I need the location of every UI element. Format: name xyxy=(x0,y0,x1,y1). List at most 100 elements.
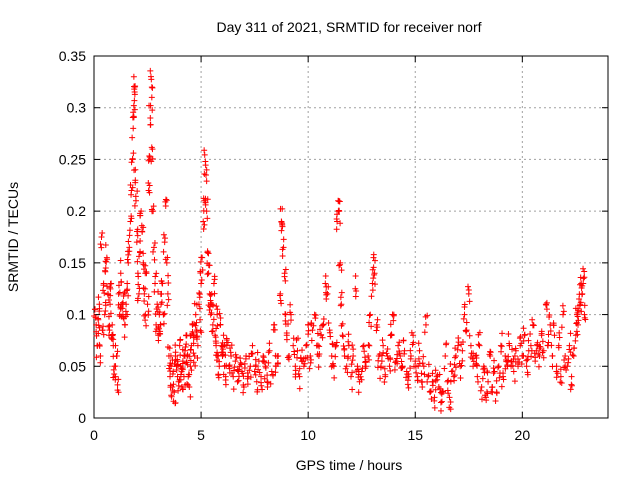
data-point xyxy=(304,354,311,361)
data-point xyxy=(359,343,366,350)
data-point xyxy=(111,371,118,378)
data-point xyxy=(211,273,218,280)
data-point xyxy=(530,322,537,329)
data-point xyxy=(420,353,427,360)
data-point xyxy=(124,256,131,263)
data-point xyxy=(392,358,399,365)
data-point xyxy=(140,284,147,291)
data-point xyxy=(564,363,571,370)
data-point xyxy=(558,324,565,331)
data-point xyxy=(171,389,178,396)
data-point xyxy=(398,358,405,365)
data-point xyxy=(283,329,290,336)
data-point xyxy=(338,289,345,296)
data-point xyxy=(416,360,423,367)
data-point xyxy=(331,374,338,381)
data-point xyxy=(173,367,180,374)
data-point xyxy=(137,210,144,217)
data-point xyxy=(162,235,169,242)
data-point xyxy=(458,362,465,369)
data-point xyxy=(305,327,312,334)
data-point xyxy=(161,310,168,317)
data-point xyxy=(177,371,184,378)
data-point xyxy=(539,338,546,345)
data-point xyxy=(381,378,388,385)
data-point xyxy=(353,287,360,294)
data-point xyxy=(100,331,107,338)
data-point xyxy=(350,346,357,353)
data-point xyxy=(308,356,315,363)
data-point xyxy=(577,299,584,306)
data-point xyxy=(247,363,254,370)
data-point xyxy=(558,380,565,387)
data-point xyxy=(548,342,555,349)
data-point xyxy=(444,387,451,394)
data-point xyxy=(148,84,155,91)
data-point xyxy=(164,290,171,297)
data-point xyxy=(259,386,266,393)
data-point xyxy=(329,362,336,369)
y-tick-label: 0.3 xyxy=(67,100,87,116)
data-point xyxy=(156,330,163,337)
data-point xyxy=(449,367,456,374)
data-point xyxy=(115,389,122,396)
data-point xyxy=(498,383,505,390)
data-point xyxy=(352,293,359,300)
data-point xyxy=(258,373,265,380)
data-point xyxy=(319,322,326,329)
data-point xyxy=(107,285,114,292)
data-point xyxy=(358,368,365,375)
data-point xyxy=(557,379,564,386)
data-point xyxy=(581,302,588,309)
data-point xyxy=(254,349,261,356)
data-point xyxy=(147,102,154,109)
data-point xyxy=(281,273,288,280)
data-point xyxy=(141,298,148,304)
data-point xyxy=(232,351,239,358)
data-point xyxy=(251,368,258,375)
data-point xyxy=(213,342,220,349)
data-point xyxy=(365,342,372,349)
data-point xyxy=(425,372,432,379)
data-point xyxy=(357,373,364,380)
data-point xyxy=(578,291,585,298)
data-point xyxy=(540,354,547,361)
data-point xyxy=(498,348,505,355)
data-point xyxy=(169,370,176,377)
data-point xyxy=(379,352,386,359)
data-point xyxy=(119,299,126,306)
data-point xyxy=(201,151,208,158)
data-point xyxy=(398,364,405,371)
data-points xyxy=(91,67,589,414)
data-point xyxy=(210,280,217,287)
data-point xyxy=(463,319,470,326)
data-point xyxy=(142,317,149,324)
data-point xyxy=(439,388,446,395)
data-point xyxy=(233,354,240,361)
data-point xyxy=(425,373,432,380)
data-point xyxy=(349,342,356,349)
data-point xyxy=(434,372,441,379)
y-tick-label: 0 xyxy=(78,410,86,426)
data-point xyxy=(148,144,155,151)
data-point xyxy=(550,320,557,327)
data-point xyxy=(572,337,579,344)
data-point xyxy=(278,300,285,307)
data-point xyxy=(174,373,181,380)
data-point xyxy=(575,317,582,324)
data-point xyxy=(387,332,394,339)
data-point xyxy=(196,305,203,312)
data-point xyxy=(100,282,107,289)
y-tick-label: 0.1 xyxy=(67,307,87,323)
data-point xyxy=(254,388,261,395)
data-point xyxy=(485,378,492,385)
data-point xyxy=(520,325,527,332)
data-point xyxy=(123,287,130,294)
data-point xyxy=(218,342,225,349)
data-point xyxy=(382,371,389,378)
data-point xyxy=(151,240,158,247)
data-point xyxy=(310,322,317,329)
data-point xyxy=(148,206,155,213)
data-point xyxy=(282,317,289,324)
